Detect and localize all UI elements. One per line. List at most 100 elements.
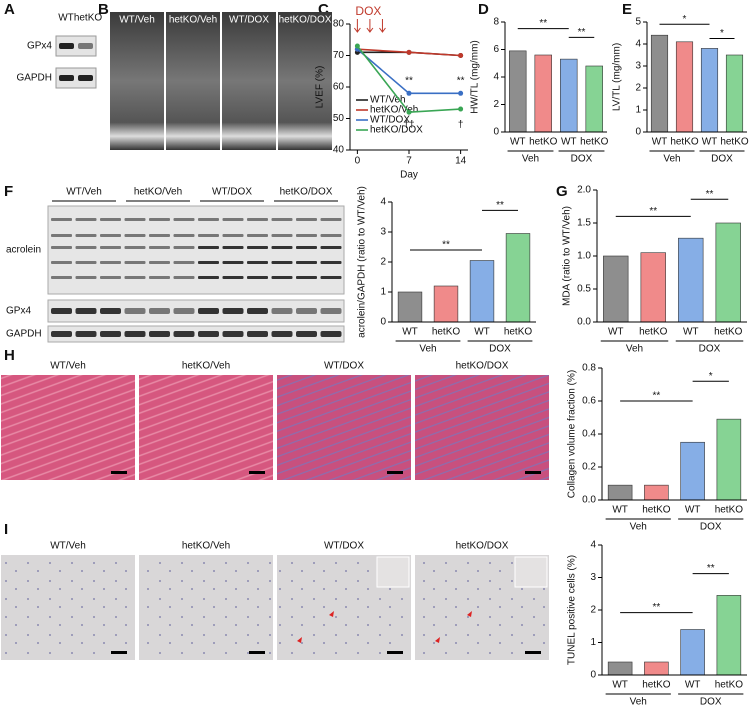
bar: [509, 50, 527, 133]
y-tick-label: 0.8: [582, 363, 596, 374]
y-tick-label: 1: [380, 287, 386, 298]
blot-band: [247, 308, 268, 314]
x-tick-label: WT: [510, 137, 526, 148]
panel-letter: B: [98, 1, 109, 18]
y-axis-label: Collagen volume fraction (%): [567, 370, 578, 498]
blot-band: [124, 234, 146, 237]
blot-band: [222, 331, 244, 337]
blot-band: [320, 234, 342, 237]
lane-label: WT: [58, 13, 74, 24]
blot-band: [198, 246, 219, 249]
echo-image: [222, 12, 276, 150]
y-axis-label: HW/TL (mg/mm): [470, 40, 481, 114]
blot-band: [271, 261, 293, 264]
bar: [607, 484, 633, 501]
bar: [603, 255, 629, 323]
arrowhead: [467, 611, 472, 617]
panel-letter: H: [4, 347, 15, 364]
micrograph: [415, 375, 549, 480]
dox-arrow: [366, 19, 374, 33]
y-tick-label: 2: [590, 605, 596, 616]
bar: [433, 285, 459, 323]
y-tick-label: 2: [380, 257, 386, 268]
group-label: Veh: [419, 344, 436, 355]
blot-band: [75, 218, 97, 221]
dox-arrow: [379, 19, 386, 33]
echo-image: [278, 12, 332, 150]
bar: [469, 260, 495, 323]
image-label: WT/Veh: [50, 361, 86, 372]
image-label: WT/Veh: [50, 541, 86, 552]
scale-bar: [249, 471, 265, 474]
blot-band: [75, 308, 97, 314]
x-tick-label: hetKO: [529, 137, 558, 148]
y-tick-label: 0: [380, 317, 386, 328]
bar: [644, 484, 669, 501]
scale-bar: [525, 471, 541, 474]
image-label: hetKO/DOX: [456, 361, 509, 372]
y-tick-label: 0.0: [577, 317, 591, 328]
blot-band: [296, 331, 317, 337]
significance-label: **: [649, 206, 657, 217]
y-tick-label: 50: [333, 113, 345, 124]
blot-band: [198, 261, 219, 264]
x-tick-label: WT: [702, 137, 718, 148]
echo-label: hetKO/Veh: [169, 15, 217, 26]
annotation: †: [458, 119, 464, 130]
blot-band: [51, 308, 72, 314]
blot-band: [198, 276, 219, 279]
bar: [585, 65, 603, 133]
group-label: DOX: [711, 154, 733, 165]
annotation: ††: [403, 119, 414, 130]
blot-strip: [47, 325, 345, 343]
x-tick-label: WT: [685, 680, 701, 691]
echo-image: [110, 12, 164, 150]
blot-band: [296, 234, 317, 237]
series-line: [356, 48, 461, 95]
scale-bar: [525, 651, 541, 654]
x-tick-label: WT: [652, 137, 668, 148]
blot-band: [124, 331, 146, 337]
x-tick-label: hetKO: [670, 137, 699, 148]
blot-band: [75, 234, 97, 237]
panel-letter: D: [478, 1, 489, 18]
blot-band: [320, 261, 342, 264]
x-tick-label: WT: [474, 327, 490, 338]
echo-image: [166, 12, 220, 150]
y-tick-label: 1: [635, 105, 641, 116]
point: [406, 49, 412, 55]
blot-band: [100, 234, 121, 237]
x-tick-label: WT: [683, 327, 699, 338]
scale-bar: [387, 651, 403, 654]
blot-band: [173, 308, 195, 314]
blot-band: [149, 218, 170, 221]
micrograph: [277, 375, 411, 480]
micrograph: [1, 555, 135, 660]
significance-label: **: [539, 18, 547, 29]
blot-band: [296, 246, 317, 249]
bar: [644, 661, 669, 676]
scale-bar: [249, 651, 265, 654]
x-tick-label: hetKO: [642, 680, 671, 691]
blot-band: [149, 246, 170, 249]
x-tick-label: WT: [402, 327, 418, 338]
y-axis-label: TUNEL positive cells (%): [567, 555, 578, 665]
legend-label: hetKO/DOX: [370, 125, 423, 136]
legend-label: WT/Veh: [370, 95, 406, 106]
significance-label: *: [683, 14, 687, 25]
x-tick-label: hetKO: [504, 327, 533, 338]
blot-band: [296, 276, 317, 279]
blot-band: [271, 218, 293, 221]
bar: [715, 222, 741, 323]
blot-band: [222, 261, 244, 264]
blot-band: [51, 234, 72, 237]
blot-band: [271, 246, 293, 249]
arrowhead: [329, 611, 334, 617]
significance-label: **: [578, 27, 586, 38]
y-tick-label: 80: [333, 19, 345, 30]
blot-band: [173, 218, 195, 221]
blot-strip: [55, 67, 97, 89]
micrograph: [139, 375, 273, 480]
panel-letter: A: [4, 1, 15, 18]
y-tick-label: 4: [635, 39, 641, 50]
